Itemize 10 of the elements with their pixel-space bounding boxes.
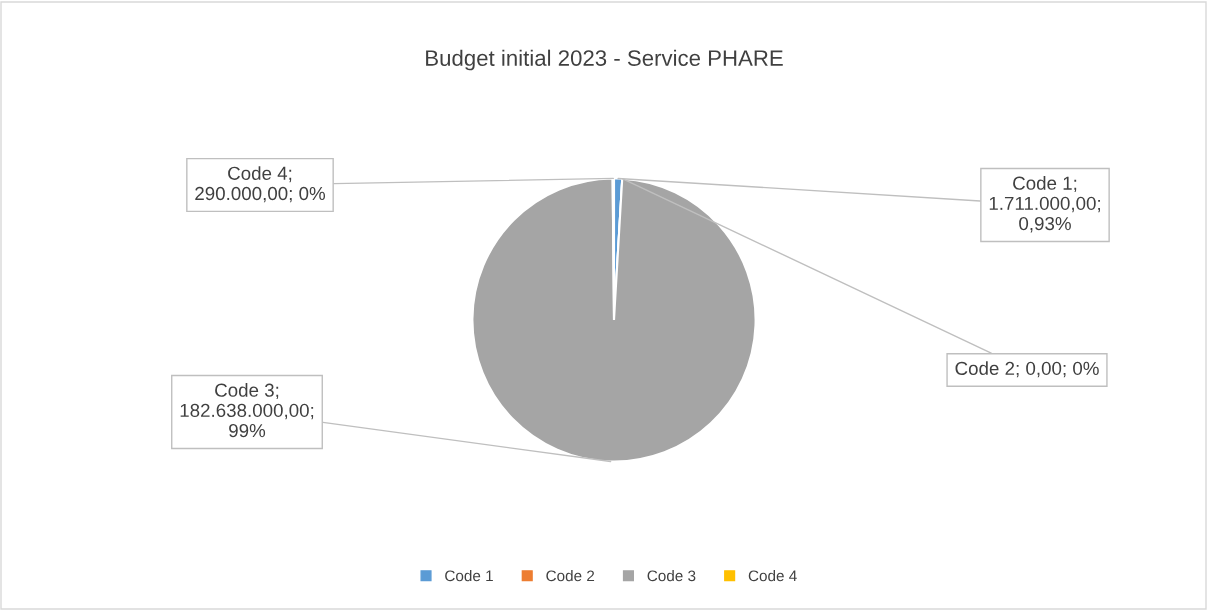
legend-label: Code 1 (445, 570, 493, 582)
data-label: Code 3; 182.638.000,00; 99% (180, 383, 314, 438)
legend-label: Code 4 (748, 570, 797, 582)
chart-title: Budget initial 2023 - Service PHARE (426, 49, 783, 71)
legend-label: Code 3 (647, 570, 696, 582)
data-label: Code 1; 1.711.000,00; 0,93% (989, 176, 1100, 233)
data-label: Code 4; 290.000,00; 0% (195, 166, 326, 203)
legend-label: Code 2 (546, 570, 595, 582)
pie-slice (471, 177, 757, 463)
text: Code 2; 0,00; 0% (955, 361, 1099, 378)
